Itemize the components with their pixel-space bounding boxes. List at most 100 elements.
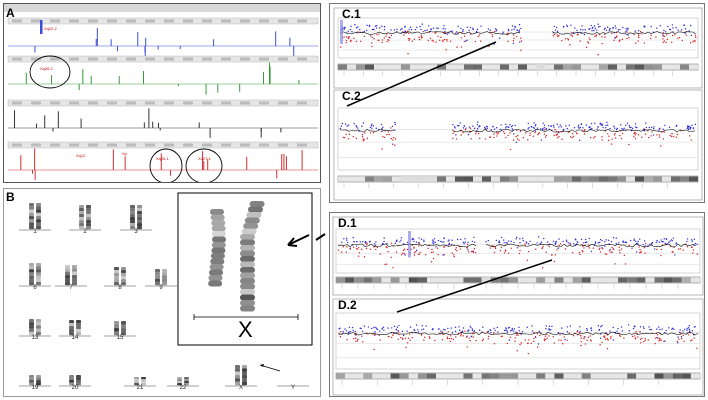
probe-dot (383, 237, 385, 239)
probe-dot (598, 328, 601, 331)
probe-dot (687, 125, 689, 127)
track4-label-4: Xq27.1 (198, 156, 211, 161)
probe-dot (355, 340, 357, 343)
probe-dot (485, 125, 488, 128)
probe-dot (604, 336, 606, 338)
ideogram-band (618, 277, 628, 283)
probe-dot (361, 330, 364, 332)
probe-dot (659, 145, 662, 147)
probe-dot (587, 41, 589, 43)
track-header-cell (240, 143, 250, 147)
probe-dot (686, 246, 689, 248)
chromosome-band (29, 263, 34, 267)
probe-dot (514, 124, 516, 127)
track-header-cell (259, 101, 269, 105)
probe-dot (643, 26, 645, 28)
zoom-band-a (211, 247, 226, 254)
probe-dot (683, 340, 685, 343)
ideogram-band (662, 176, 671, 182)
probe-dot (403, 34, 405, 36)
chromosome-band (79, 208, 84, 212)
probe-dot (601, 42, 603, 45)
probe-dot (393, 136, 395, 139)
probe-dot (593, 244, 596, 247)
probe-dot (417, 331, 420, 333)
track-header-cell (88, 19, 98, 23)
probe-dot (578, 127, 580, 129)
probe-dot (381, 127, 383, 130)
probe-dot (623, 127, 625, 130)
probe-dot (340, 125, 343, 127)
track-header-cell (50, 143, 60, 147)
chromosome-band (29, 272, 34, 276)
probe-dot (473, 236, 475, 239)
probe-dot (588, 244, 590, 246)
d1-cnv-plot (335, 228, 701, 274)
chromosome-pair-a (134, 377, 139, 386)
chromosome-band (29, 216, 34, 220)
probe-dot (677, 29, 679, 31)
chromosome-pair-b (36, 203, 41, 230)
probe-dot (342, 246, 345, 248)
probe-dot (500, 124, 502, 126)
probe-dot (473, 248, 476, 250)
chr-label-1: 1 (33, 229, 37, 235)
probe-dot (586, 329, 588, 332)
probe-dot (589, 339, 592, 341)
probe-dot (397, 331, 400, 333)
chromosome-band (235, 381, 240, 386)
ideogram-band (473, 176, 482, 182)
ideogram-band (436, 277, 446, 283)
probe-dot (680, 337, 683, 340)
probe-dot (345, 330, 348, 332)
chromosome-band (137, 211, 142, 215)
probe-dot (557, 35, 559, 38)
probe-dot (666, 34, 668, 36)
probe-dot (464, 238, 466, 240)
probe-dot (456, 249, 458, 252)
track-header-cell (50, 57, 60, 61)
probe-dot (532, 135, 534, 138)
ideogram-band (338, 176, 347, 182)
probe-dot (689, 135, 691, 137)
probe-dot (580, 337, 583, 339)
probe-dot (542, 127, 544, 130)
probe-dot (373, 326, 375, 329)
probe-dot (462, 29, 464, 31)
probe-dot (658, 128, 660, 130)
probe-dot (426, 29, 428, 31)
probe-dot (599, 25, 601, 28)
probe-dot (383, 25, 386, 28)
probe-dot (423, 339, 425, 341)
probe-dot (550, 329, 552, 331)
probe-dot (672, 237, 675, 240)
probe-dot (381, 328, 383, 330)
probe-dot (366, 24, 368, 26)
probe-dot (415, 324, 418, 326)
panel-d-plots (332, 216, 704, 396)
ideogram-band (356, 176, 365, 182)
track-header-cell (259, 19, 269, 23)
chromosome-pair-b (36, 319, 41, 336)
probe-dot (452, 123, 454, 126)
chromosome-band (155, 281, 160, 286)
probe-dot (562, 240, 564, 243)
probe-dot (537, 133, 539, 136)
chromosome-band (76, 323, 81, 327)
probe-dot (686, 328, 688, 330)
chromosome-band (76, 332, 81, 336)
probe-dot (589, 27, 591, 30)
probe-dot (422, 328, 425, 330)
probe-dot (432, 242, 434, 244)
chromosome-band (29, 377, 34, 381)
ideogram-band (581, 373, 591, 379)
probe-dot (635, 132, 637, 135)
probe-dot (605, 338, 607, 340)
probe-dot (361, 136, 364, 138)
track-header-cell (278, 57, 288, 61)
probe-dot (617, 327, 619, 330)
probe-dot (555, 242, 557, 244)
ideogram-band (390, 277, 400, 283)
probe-dot (556, 30, 559, 33)
probe-dot (509, 123, 511, 126)
